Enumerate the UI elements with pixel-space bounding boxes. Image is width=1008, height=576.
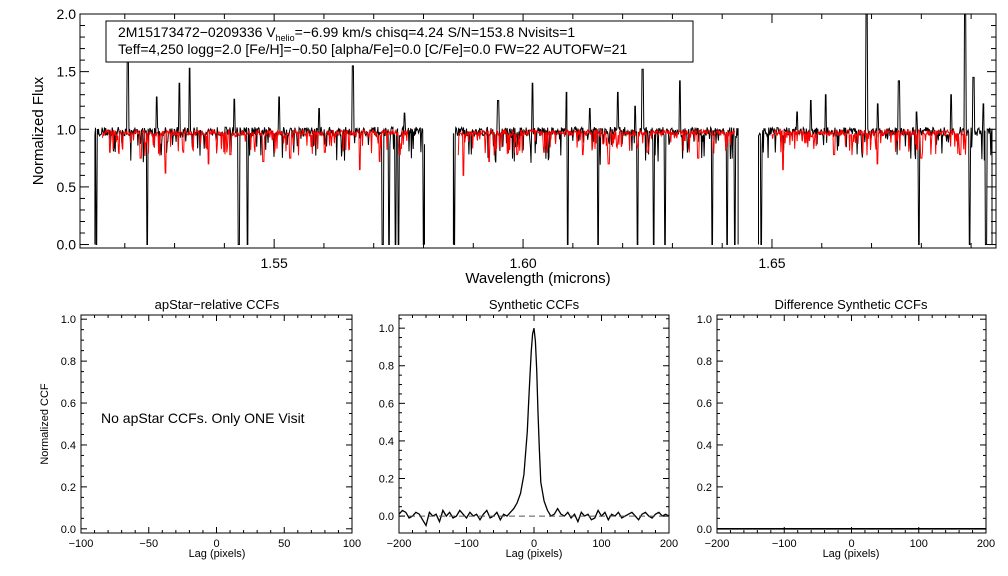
model-spectrum-line: [101, 127, 409, 174]
apstar-ccf-y-axis-label: Normalized CCF: [39, 383, 51, 465]
y-tick-label: 0.0: [57, 237, 77, 253]
apstar-ccf-x-axis-label: Lag (pixels): [189, 548, 246, 560]
y-tick-label: 0.0: [379, 511, 394, 523]
spectrum-plot-frame: [79, 13, 997, 249]
y-tick-label: 0.0: [61, 524, 76, 536]
apstar-ccf-title: apStar−relative CCFs: [155, 297, 280, 312]
model-spectrum-line: [457, 128, 736, 176]
y-tick-label: 1.0: [57, 121, 77, 137]
spectrum-panel: 1.55 1.60 1.65 0.0 0.5 1.0 1.5 2.0 Wavelength (…: [30, 6, 997, 287]
info-line-2: Teff=4,250 logg=2.0 [Fe/H]=−0.50 [alpha/…: [118, 41, 627, 57]
x-tick-label: 1.60: [509, 255, 536, 271]
y-tick-label: 0.5: [57, 179, 77, 195]
y-tick-label: 0.6: [61, 398, 76, 410]
y-tick-label: 1.5: [57, 64, 77, 80]
info-box: [105, 20, 694, 63]
synthetic-ccf-title: Synthetic CCFs: [489, 297, 580, 312]
spectrum-lines: [94, 13, 993, 245]
x-tick-label: −100: [69, 538, 94, 550]
synthetic-ccf-axis-ticks: −200 −100 0 100 200 0.0 0.2 0.4 0.6 0.8 1.0: [379, 315, 678, 550]
spectrum-axis-ticks: 1.55 1.60 1.65 0.0 0.5 1.0 1.5 2.0: [57, 6, 996, 271]
y-tick-label: 0.0: [697, 524, 712, 536]
difference-ccf-title: Difference Synthetic CCFs: [775, 297, 928, 312]
x-tick-label: −100: [454, 538, 479, 550]
x-tick-label: 100: [592, 538, 610, 550]
info-line-1: 2M15173472−0209336 Vhelio=−6.99 km/s chi…: [118, 24, 575, 43]
apstar-ccf-panel: apStar−relative CCFs −100 −50 0 50 100 0.0 0.2…: [39, 297, 361, 560]
x-tick-label: 100: [343, 538, 361, 550]
y-tick-label: 0.4: [697, 440, 712, 452]
y-tick-label: 0.6: [379, 398, 394, 410]
x-tick-label: −50: [139, 538, 158, 550]
difference-ccf-panel: Difference Synthetic CCFs −200 −100 0 100 20…: [697, 297, 995, 560]
y-tick-label: 1.0: [697, 314, 712, 326]
x-tick-label: 0: [531, 538, 537, 550]
x-tick-label: 1.65: [758, 255, 785, 271]
x-tick-label: 50: [278, 538, 290, 550]
y-tick-label: 0.2: [379, 474, 394, 486]
difference-ccf-x-axis-label: Lag (pixels): [823, 548, 880, 560]
x-tick-label: 200: [660, 538, 678, 550]
y-tick-label: 0.4: [61, 440, 76, 452]
y-tick-label: 0.4: [379, 436, 394, 448]
y-tick-label: 0.2: [697, 482, 712, 494]
x-tick-label: 100: [910, 538, 928, 550]
y-tick-label: 0.8: [697, 356, 712, 368]
x-tick-label: 0: [213, 538, 219, 550]
difference-ccf-axis-ticks: −200 −100 0 100 200 0.0 0.2 0.4 0.6 0.8 1.0: [697, 314, 995, 550]
y-tick-label: 2.0: [57, 6, 77, 22]
info-line-1-subscript: helio: [276, 33, 295, 43]
x-tick-label: 0: [848, 538, 854, 550]
y-tick-label: 1.0: [379, 323, 394, 335]
synthetic-ccf-lines: [398, 328, 670, 528]
y-tick-label: 0.2: [61, 482, 76, 494]
no-ccf-note: No apStar CCFs. Only ONE Visit: [101, 410, 305, 426]
y-tick-label: 1.0: [61, 314, 76, 326]
spectrum-y-axis-label: Normalized Flux: [30, 76, 47, 185]
x-tick-label: 200: [977, 538, 995, 550]
y-tick-label: 0.6: [697, 398, 712, 410]
synthetic-ccf-panel: Synthetic CCFs −200 −100 0 100 200 0.0 0.2 0.4 0…: [379, 297, 678, 560]
y-tick-label: 0.8: [61, 356, 76, 368]
info-line-1-lead: 2M15173472−0209336 V: [118, 24, 276, 40]
apstar-ccf-axis-ticks: −100 −50 0 50 100 0.0 0.2 0.4 0.6 0.8 1.0: [61, 314, 361, 550]
x-tick-label: −200: [387, 538, 412, 550]
y-tick-label: 0.8: [379, 361, 394, 373]
synthetic-ccf-x-axis-label: Lag (pixels): [506, 548, 563, 560]
x-tick-label: 1.55: [261, 255, 288, 271]
model-spectrum-line: [771, 128, 967, 171]
x-tick-label: −200: [705, 538, 730, 550]
info-line-1-tail: =−6.99 km/s chisq=4.24 S/N=153.8 Nvisits…: [295, 24, 576, 40]
x-tick-label: −100: [772, 538, 797, 550]
spectrum-x-axis-label: Wavelength (microns): [465, 270, 610, 287]
